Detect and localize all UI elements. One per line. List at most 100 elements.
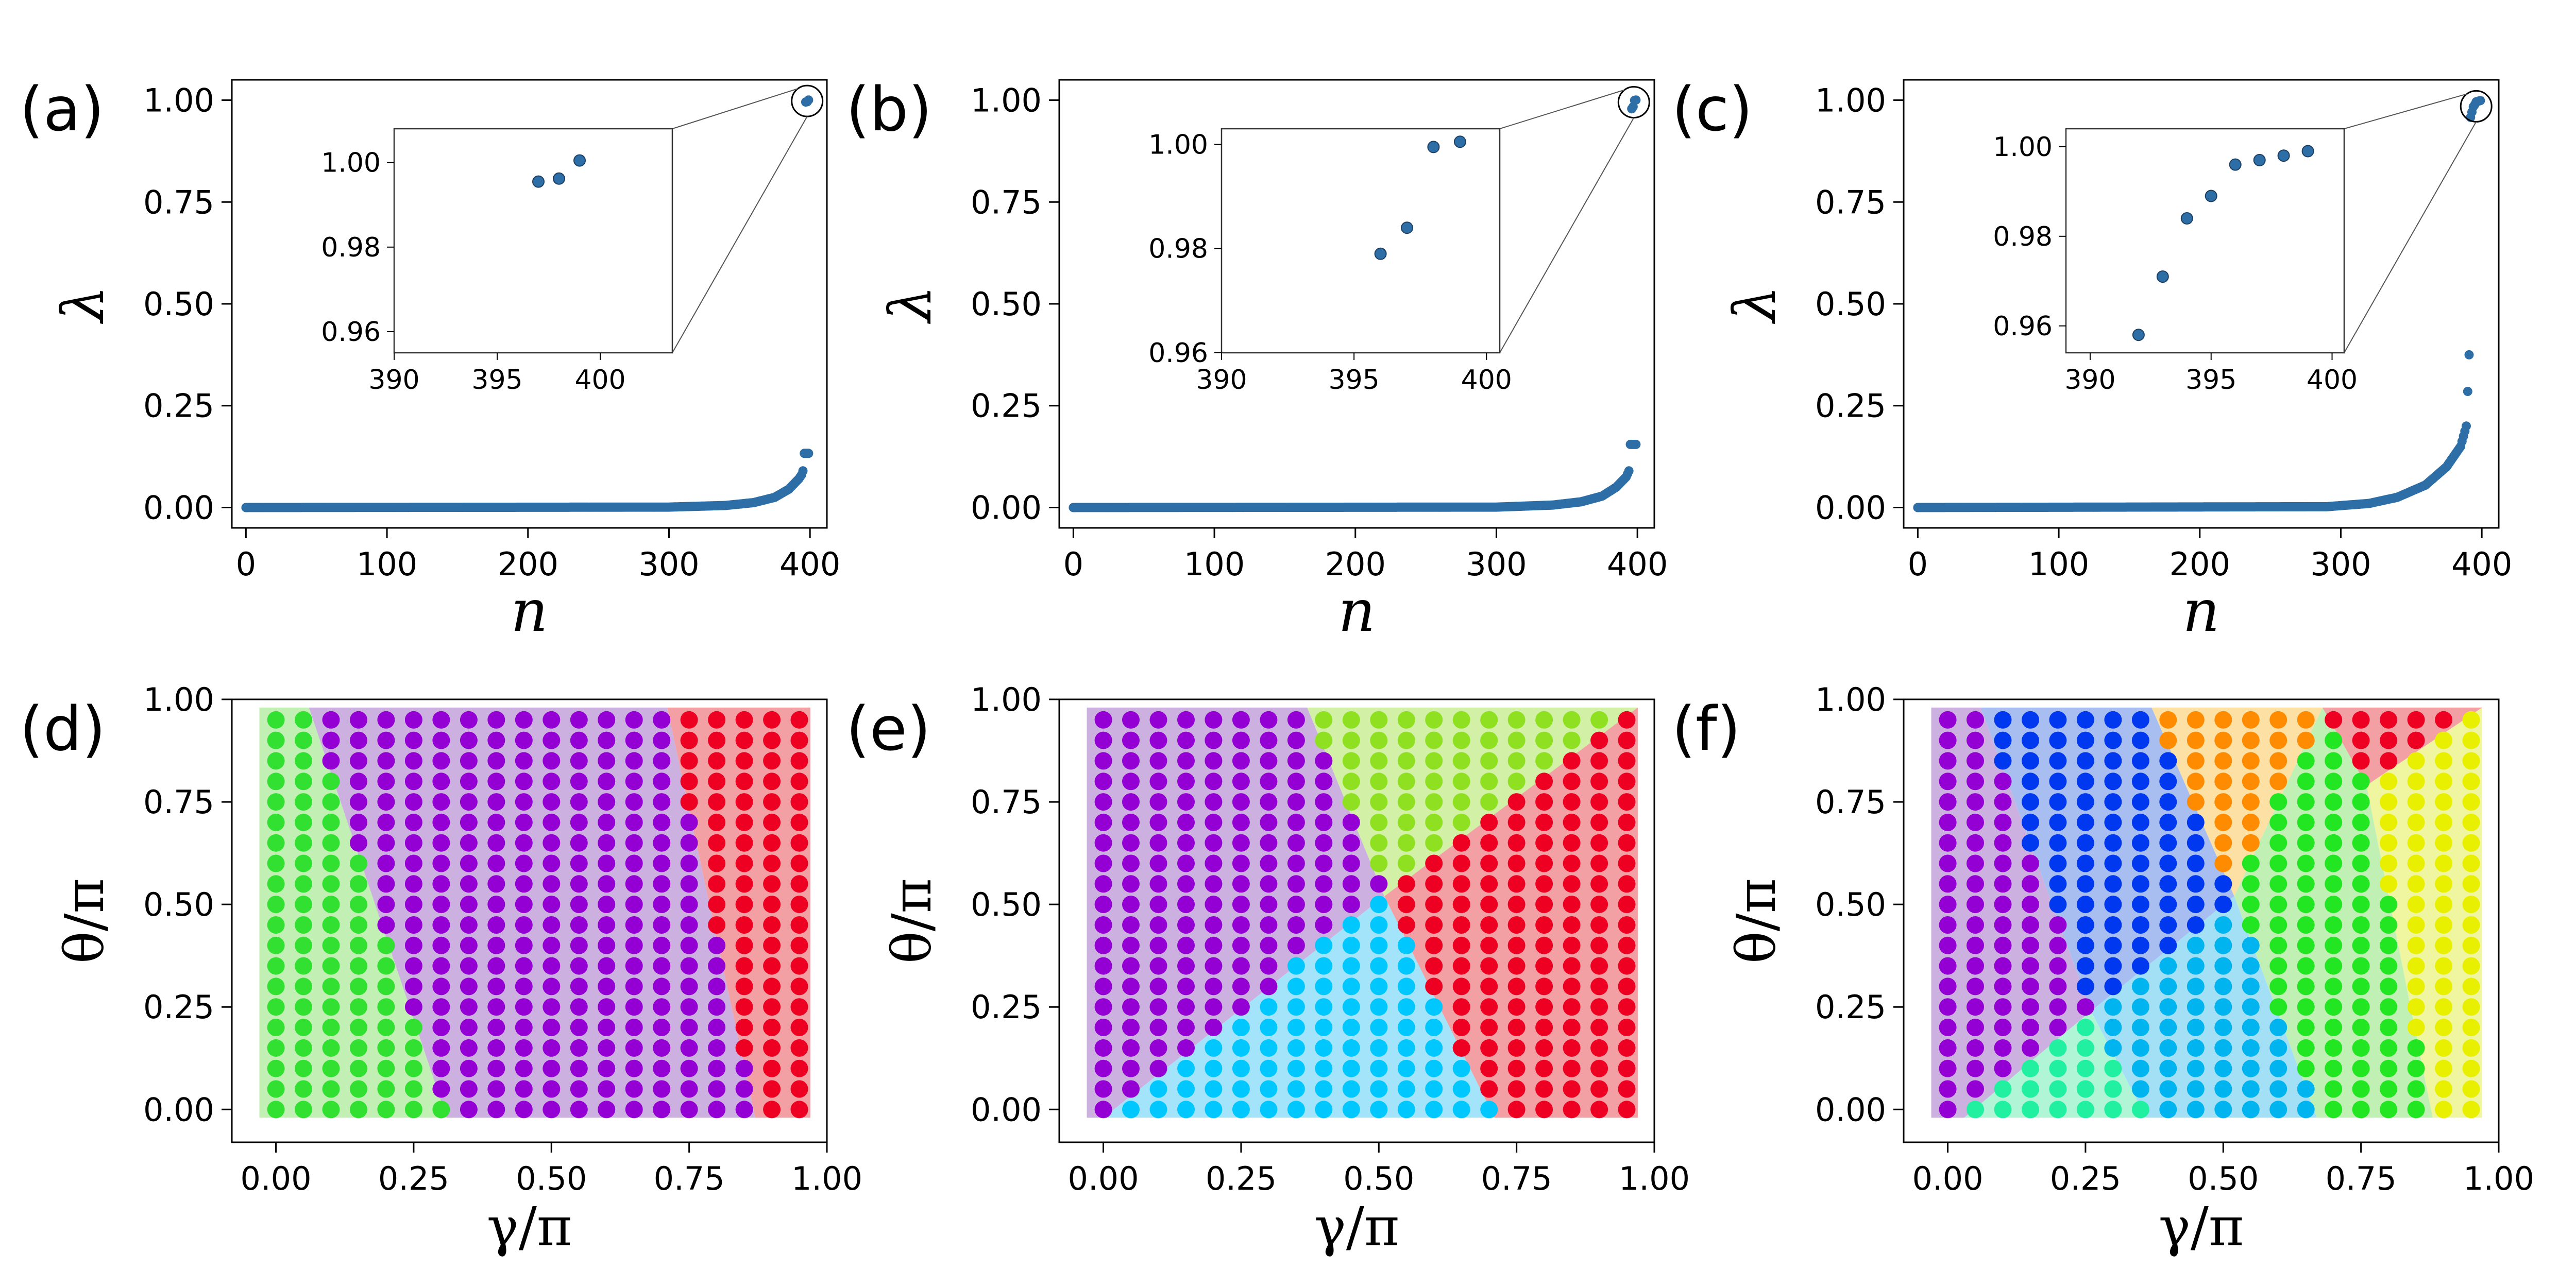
data-point [515,977,533,996]
data-point [790,813,808,831]
data-point [1177,916,1195,934]
data-point [1260,731,1278,749]
data-point [2131,1019,2149,1036]
data-point [1994,711,2012,729]
data-point [653,793,671,811]
data-point [1563,813,1581,831]
data-point [763,1059,781,1077]
data-point [570,752,588,770]
data-point [1205,1080,1223,1098]
data-point [1370,752,1388,770]
data-point [2214,793,2232,811]
data-point [763,998,781,1016]
x-tick-label: 0.25 [1206,1160,1277,1197]
data-point [1397,1101,1415,1119]
data-point [625,731,643,749]
data-point [2435,854,2453,872]
data-point [1122,936,1140,954]
data-point [2407,936,2425,954]
data-point [1452,1080,1470,1098]
data-point [1967,957,1984,975]
data-point [1994,936,2012,954]
data-point [2352,793,2370,811]
data-point [1287,711,1305,729]
panel-label: (e) [846,693,931,764]
data-point [570,854,588,872]
data-point [2352,731,2370,749]
data-point [322,998,340,1016]
data-point [2049,731,2067,749]
y-tick-label: 0.50 [1815,285,1886,323]
data-point [790,752,808,770]
data-point [1618,977,1636,996]
data-point [350,875,367,893]
data-point [322,1101,340,1119]
data-point [2049,773,2067,791]
data-point [1480,977,1498,996]
data-point [2049,998,2067,1016]
data-point [2076,731,2094,749]
data-point [543,773,561,791]
data-point [2022,936,2039,954]
data-point [1967,773,1984,791]
inset-y-tick-label: 0.96 [1148,338,1208,369]
data-point [404,957,422,975]
data-point [2352,813,2370,831]
data-point [1122,1080,1140,1098]
data-point [570,916,588,934]
data-point [2269,1101,2287,1119]
data-point [790,936,808,954]
data-point [1939,1059,1957,1077]
data-point [1149,916,1167,934]
data-point [267,711,285,729]
data-point [1370,793,1388,811]
data-point [1094,1080,1112,1098]
data-point [2435,813,2453,831]
data-point [763,1080,781,1098]
data-point [680,731,698,749]
data-point [404,1059,422,1077]
data-point [2297,773,2315,791]
data-point [460,957,478,975]
data-point [2462,1080,2480,1098]
data-point [2476,96,2485,106]
data-point [708,1059,726,1077]
data-point [2325,896,2343,914]
x-tick-label: 0 [236,545,256,583]
data-point [1397,977,1415,996]
data-point [790,731,808,749]
data-point [1122,854,1140,872]
data-point [1535,813,1553,831]
x-tick-label: 100 [357,545,417,583]
x-tick-label: 400 [1607,545,1668,583]
data-point [1149,793,1167,811]
data-point [1177,773,1195,791]
data-point [1232,936,1250,954]
data-point [653,813,671,831]
data-point [1370,731,1388,749]
data-point [1480,813,1498,831]
data-point [1590,936,1608,954]
y-tick-label: 0.00 [971,1091,1042,1128]
data-point [1315,916,1333,934]
y-tick-label: 0.25 [1815,387,1886,425]
data-point [2462,421,2471,431]
panel-e: (e) 0.00 0.25 0.50 0.75 1.00 0.00 0.25 0.50 0.75 1… [846,681,1690,1258]
data-point [2242,793,2260,811]
data-point [2049,793,2067,811]
data-point [653,936,671,954]
data-point [763,1019,781,1036]
data-point [1425,773,1443,791]
data-point [2159,896,2177,914]
data-point [1535,916,1553,934]
data-point [680,813,698,831]
data-point [2049,711,2067,729]
data-point [708,1039,726,1057]
data-point [2131,875,2149,893]
data-point [1480,875,1498,893]
data-point [708,896,726,914]
inset-data-point [532,175,545,188]
data-point [1425,711,1443,729]
data-point [2242,896,2260,914]
data-point [763,752,781,770]
